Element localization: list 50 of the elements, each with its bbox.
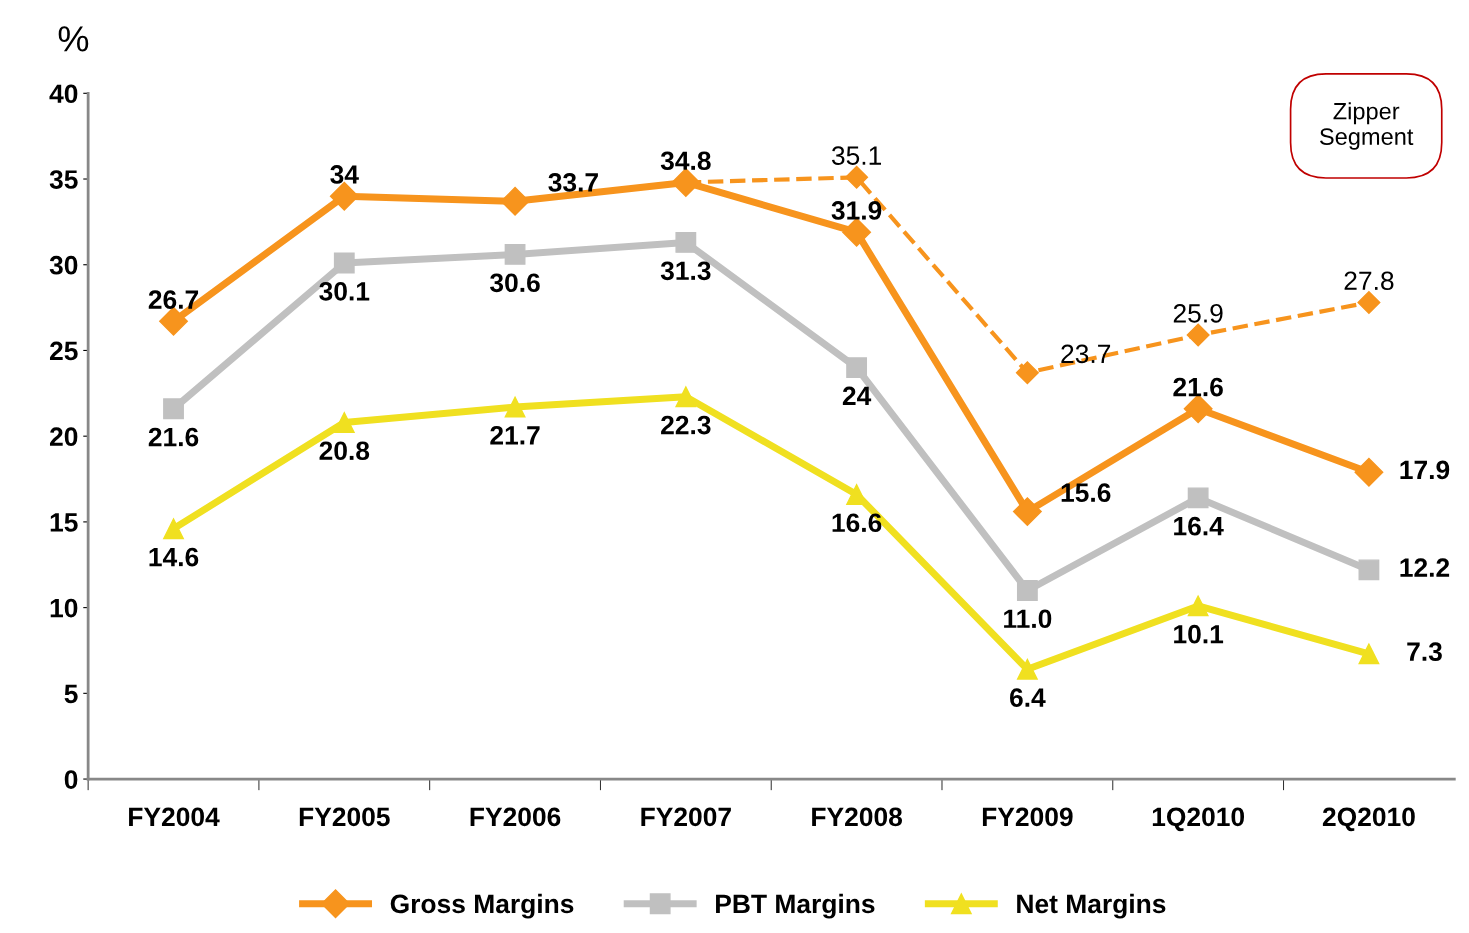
data-label: 31.3 <box>660 261 711 281</box>
data-label: 23.7 <box>1061 344 1111 364</box>
y-tick-label: 40 <box>49 84 78 104</box>
x-tick-label: FY2006 <box>470 807 561 827</box>
data-label: 26.7 <box>148 290 199 309</box>
y-tick-label: 15 <box>50 513 78 532</box>
data-label: 25.9 <box>1173 303 1223 323</box>
data-label: 30.1 <box>319 281 370 301</box>
data-label: 6.4 <box>1010 688 1046 707</box>
data-label: 30.6 <box>490 273 540 293</box>
y-tick-label: 10 <box>50 598 78 618</box>
data-label: 11.0 <box>1004 609 1052 629</box>
data-label: 21.6 <box>148 427 199 447</box>
y-tick-label: 30 <box>49 255 78 275</box>
data-label: 22.3 <box>661 415 711 435</box>
data-label: 34.8 <box>660 151 711 171</box>
data-label: 31.9 <box>831 201 882 220</box>
data-label: 14.6 <box>149 547 199 567</box>
y-tick-label: 20 <box>49 427 78 446</box>
x-tick-label: FY2004 <box>129 807 220 827</box>
y-tick-label: 35 <box>49 170 78 189</box>
y-axis-title: % <box>58 26 89 52</box>
x-tick-label: 2Q2010 <box>1322 807 1415 832</box>
data-label: 20.8 <box>319 441 370 461</box>
data-label: 24 <box>842 386 872 405</box>
legend-label: PBT Margins <box>716 893 875 919</box>
data-label: 33.7 <box>548 173 598 192</box>
annotation: Zipper Segment <box>1320 102 1414 150</box>
y-tick-label: 5 <box>64 684 78 704</box>
data-label: 16.6 <box>832 513 882 533</box>
data-label: 17.9 <box>1400 460 1450 480</box>
x-tick-label: 1Q2010 <box>1152 807 1245 832</box>
y-tick-label: 25 <box>49 341 78 361</box>
data-label: 35.1 <box>831 146 882 165</box>
data-label: 12.2 <box>1400 558 1450 577</box>
y-tick-label: 0 <box>64 770 78 789</box>
data-label: 34 <box>330 165 359 184</box>
legend-label: Gross Margins <box>390 893 574 919</box>
data-label: 15.6 <box>1061 483 1111 503</box>
x-tick-label: FY2009 <box>982 807 1073 827</box>
x-tick-label: FY2008 <box>812 807 903 827</box>
x-tick-label: FY2005 <box>299 807 390 827</box>
data-label: 21.7 <box>490 425 540 445</box>
data-label: 16.4 <box>1174 516 1224 536</box>
data-label: 27.8 <box>1344 271 1394 291</box>
x-tick-label: FY2007 <box>641 807 731 827</box>
data-label: 7.3 <box>1407 642 1442 662</box>
data-label: 10.1 <box>1174 624 1224 644</box>
legend-label: Net Margins <box>1017 893 1166 919</box>
data-label: 21.6 <box>1173 377 1223 397</box>
